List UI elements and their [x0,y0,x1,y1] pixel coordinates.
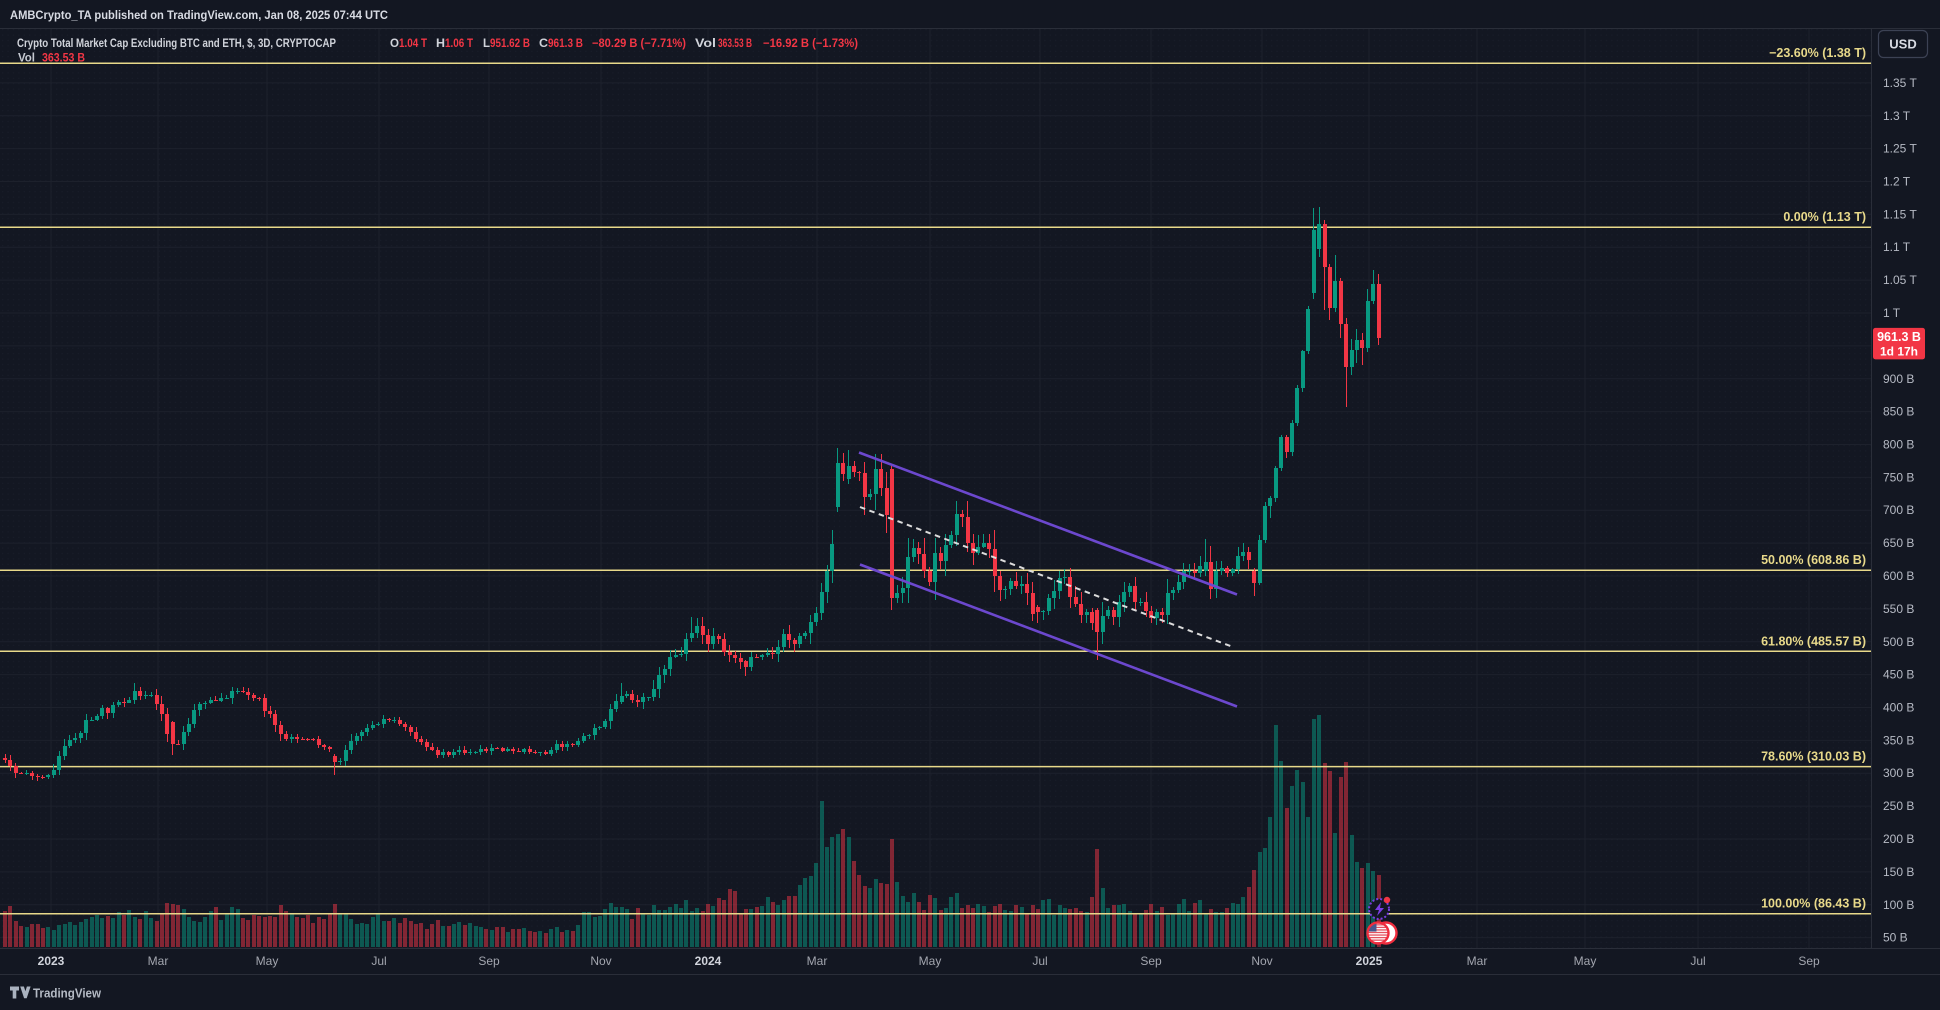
svg-text:H: H [436,38,445,50]
svg-text:USD: USD [1889,37,1916,52]
svg-text:400 B: 400 B [1883,701,1914,715]
svg-text:300 B: 300 B [1883,766,1914,780]
svg-text:Jul: Jul [1690,954,1705,968]
svg-text:L: L [483,38,490,50]
svg-text:750 B: 750 B [1883,470,1914,484]
svg-text:Jul: Jul [371,954,386,968]
svg-text:2023: 2023 [38,954,65,968]
svg-text:Sep: Sep [1140,954,1162,968]
svg-text:850 B: 850 B [1883,405,1914,419]
svg-text:100.00% (86.43 B): 100.00% (86.43 B) [1761,897,1866,911]
svg-text:1.3 T: 1.3 T [1883,109,1911,123]
svg-text:961.3 B: 961.3 B [548,38,583,50]
svg-text:200 B: 200 B [1883,832,1914,846]
svg-text:951.62 B: 951.62 B [490,38,530,50]
svg-text:1d 17h: 1d 17h [1880,344,1918,358]
svg-text:−80.29 B (−7.71%): −80.29 B (−7.71%) [592,38,686,50]
svg-text:1.35 T: 1.35 T [1883,76,1917,90]
svg-text:1.1 T: 1.1 T [1883,240,1911,254]
svg-text:1 T: 1 T [1883,306,1901,320]
svg-text:961.3 B: 961.3 B [1877,330,1921,344]
svg-text:May: May [919,954,942,968]
svg-text:1.05 T: 1.05 T [1883,273,1917,287]
svg-text:700 B: 700 B [1883,503,1914,517]
svg-text:Mar: Mar [1467,954,1488,968]
svg-text:450 B: 450 B [1883,668,1914,682]
svg-text:900 B: 900 B [1883,372,1914,386]
svg-text:50 B: 50 B [1883,931,1908,945]
svg-text:350 B: 350 B [1883,733,1914,747]
svg-text:TradingView: TradingView [33,987,101,1001]
svg-text:1.2 T: 1.2 T [1883,175,1911,189]
svg-text:Mar: Mar [148,954,169,968]
svg-text:650 B: 650 B [1883,536,1914,550]
svg-text:Vol: Vol [695,38,716,50]
svg-text:800 B: 800 B [1883,438,1914,452]
svg-text:61.80% (485.57 B): 61.80% (485.57 B) [1761,634,1866,648]
svg-text:Nov: Nov [1251,954,1272,968]
svg-text:150 B: 150 B [1883,865,1914,879]
svg-text:1.25 T: 1.25 T [1883,142,1917,156]
svg-text:50.00% (608.86 B): 50.00% (608.86 B) [1761,553,1866,567]
svg-text:500 B: 500 B [1883,635,1914,649]
svg-text:−23.60% (1.38 T): −23.60% (1.38 T) [1769,46,1866,60]
svg-text:2025: 2025 [1356,954,1383,968]
svg-text:363.53 B: 363.53 B [42,53,85,65]
svg-text:550 B: 550 B [1883,602,1914,616]
svg-text:Crypto Total Market Cap Exclud: Crypto Total Market Cap Excluding BTC an… [17,38,336,50]
svg-text:Vol: Vol [18,53,35,65]
svg-text:363.53 B: 363.53 B [718,38,752,50]
svg-text:2024: 2024 [695,954,722,968]
svg-text:May: May [256,954,279,968]
svg-text:Jul: Jul [1032,954,1047,968]
svg-text:250 B: 250 B [1883,799,1914,813]
svg-text:Sep: Sep [478,954,500,968]
svg-text:1.06 T: 1.06 T [445,38,473,50]
svg-text:May: May [1574,954,1597,968]
svg-text:1.15 T: 1.15 T [1883,207,1917,221]
svg-text:78.60% (310.03 B): 78.60% (310.03 B) [1761,750,1866,764]
svg-text:Nov: Nov [590,954,611,968]
svg-text:1.04 T: 1.04 T [399,38,427,50]
svg-text:−16.92 B (−1.73%): −16.92 B (−1.73%) [763,38,858,50]
svg-text:AMBCrypto_TA published on Trad: AMBCrypto_TA published on TradingView.co… [10,8,388,22]
svg-text:0.00% (1.13 T): 0.00% (1.13 T) [1783,210,1866,224]
svg-text:O: O [390,38,399,50]
svg-text:600 B: 600 B [1883,569,1914,583]
svg-text:100 B: 100 B [1883,898,1914,912]
svg-text:C: C [539,38,548,50]
svg-text:Mar: Mar [807,954,828,968]
svg-text:Sep: Sep [1798,954,1820,968]
